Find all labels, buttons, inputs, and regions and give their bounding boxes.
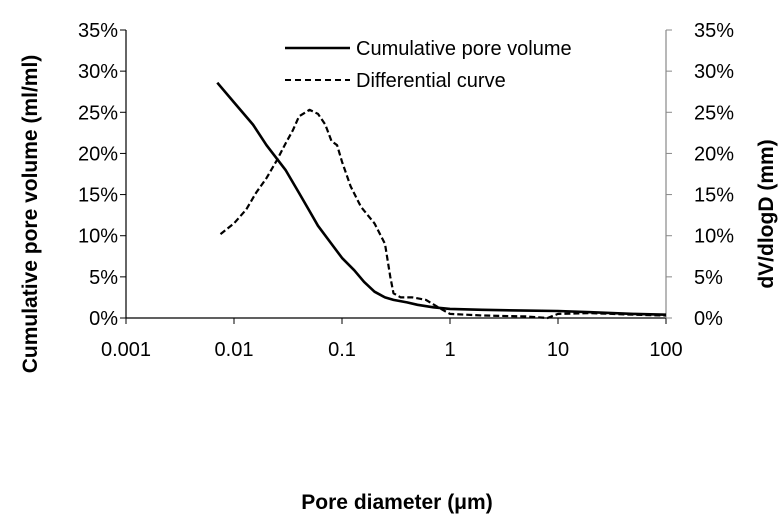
x-tick-label: 100 <box>649 339 682 361</box>
left-axis-ticks: 0% 5% 10% 15% 20% 25% 30% 35% <box>78 20 126 330</box>
x-tick-label: 0.001 <box>101 339 151 361</box>
right-axis-title: dV/dlogD (mm) <box>755 139 778 288</box>
right-tick-label: 5% <box>694 267 723 289</box>
right-tick-label: 10% <box>694 226 734 248</box>
legend: Cumulative pore volume Differential curv… <box>285 38 572 92</box>
x-axis-ticks: 0.001 0.01 0.1 1 10 100 <box>101 318 683 361</box>
plot-frame <box>125 30 667 319</box>
left-tick-label: 5% <box>89 267 118 289</box>
legend-label-differential: Differential curve <box>356 70 506 92</box>
x-tick-label: 0.1 <box>328 339 356 361</box>
series-line-differential <box>219 108 667 320</box>
right-axis-ticks: 0% 5% 10% 15% 20% 25% 30% 35% <box>666 20 734 330</box>
left-tick-label: 35% <box>78 20 118 42</box>
series-line-cumulative <box>216 81 667 316</box>
right-tick-label: 0% <box>694 308 723 330</box>
x-tick-label: 1 <box>444 339 455 361</box>
left-tick-label: 30% <box>78 61 118 83</box>
series-layer <box>216 81 667 320</box>
right-tick-label: 35% <box>694 20 734 42</box>
left-tick-label: 10% <box>78 226 118 248</box>
right-tick-label: 30% <box>694 61 734 83</box>
right-tick-label: 15% <box>694 185 734 207</box>
right-tick-label: 20% <box>694 143 734 165</box>
left-tick-label: 0% <box>89 308 118 330</box>
left-tick-label: 15% <box>78 185 118 207</box>
legend-label-cumulative: Cumulative pore volume <box>356 38 572 60</box>
x-tick-label: 10 <box>547 339 569 361</box>
x-tick-label: 0.01 <box>215 339 254 361</box>
left-axis-title: Cumulative pore volume (ml/ml) <box>19 55 42 374</box>
left-tick-label: 25% <box>78 102 118 124</box>
x-axis-title: Pore diameter (μm) <box>301 491 492 514</box>
left-tick-label: 20% <box>78 143 118 165</box>
right-tick-label: 25% <box>694 102 734 124</box>
